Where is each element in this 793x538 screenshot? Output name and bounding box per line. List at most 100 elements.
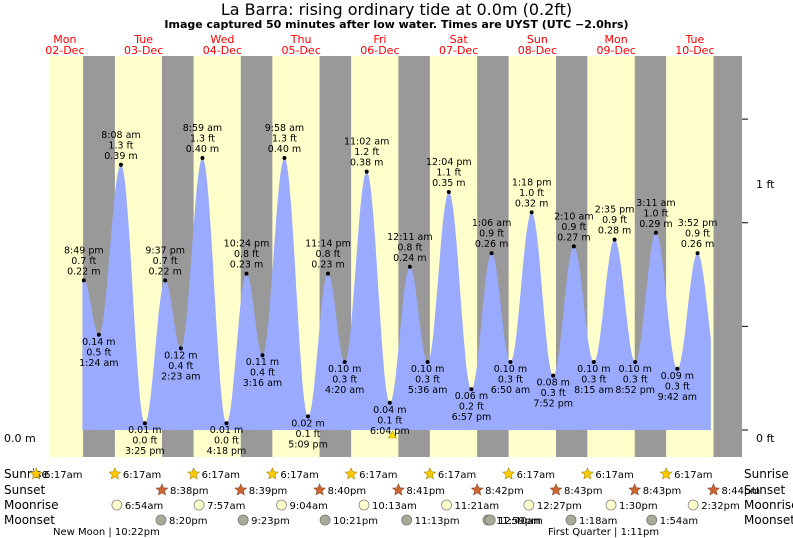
date-label: 10-Dec <box>675 44 714 57</box>
low-tide-label: 5:09 pm <box>288 439 328 450</box>
high-tide-dot <box>81 278 86 283</box>
high-tide-dot <box>612 237 617 242</box>
chart-title: La Barra: rising ordinary tide at 0.0m (… <box>220 0 573 19</box>
date-label: 08-Dec <box>518 44 557 57</box>
sunrise-time: 6:17am <box>517 470 555 481</box>
moonrise-icon <box>605 499 617 511</box>
high-tide-label: 0.27 m <box>557 232 590 243</box>
low-tide-label: 0.5 ft <box>86 347 111 358</box>
day-of-week-label: Tue <box>133 33 153 46</box>
high-tide-dot <box>325 271 330 276</box>
low-tide-dot <box>591 360 596 364</box>
now-marker <box>387 430 398 439</box>
row-label-right: Moonset <box>744 513 793 527</box>
low-tide-label: 5:36 am <box>408 385 447 396</box>
high-tide-label: 1.0 ft <box>643 208 668 219</box>
high-tide-label: 11:14 pm <box>305 239 351 250</box>
day-of-week-label: Wed <box>210 33 234 46</box>
moon-phase-label: New Moon | 10:22pm <box>53 527 160 538</box>
high-tide-label: 0.35 m <box>432 178 465 189</box>
sunrise-icon <box>265 467 279 480</box>
sunrise-time: 6:17am <box>202 470 240 481</box>
moonset-time: 1:18am <box>579 516 617 527</box>
tide-labels: 8:49 pm0.7 ft0.22 m0.14 m0.5 ft1:24 am8:… <box>64 123 717 457</box>
high-tide-label: 0.24 m <box>393 253 426 264</box>
high-tide-label: 1:18 pm <box>512 177 552 188</box>
low-tide-label: 0.10 m <box>328 364 361 375</box>
moonset-icon <box>484 514 496 526</box>
sunset-icon <box>549 483 563 496</box>
chart-subtitle: Image captured 50 minutes after low wate… <box>164 18 629 31</box>
high-tide-dot <box>118 162 123 167</box>
moonrise-time: 9:04am <box>290 501 328 512</box>
sunset-icon <box>155 483 169 496</box>
high-tide-label: 0.39 m <box>104 151 137 162</box>
sunset-time: 8:43pm <box>564 486 603 497</box>
date-label: 05-Dec <box>281 44 320 57</box>
low-tide-label: 0.1 ft <box>296 429 321 440</box>
sunrise-time: 6:17am <box>123 470 161 481</box>
sunrise-time: 6:17am <box>595 470 633 481</box>
tide-extreme-markers <box>81 156 700 439</box>
low-tide-label: 0.14 m <box>82 337 115 348</box>
low-tide-label: 6:50 am <box>491 385 530 396</box>
low-tide-label: 0.0 ft <box>214 436 239 447</box>
high-tide-dot <box>163 278 168 283</box>
high-tide-label: 1.3 ft <box>190 134 215 145</box>
high-tide-label: 1.1 ft <box>436 168 461 179</box>
moonrise-icon <box>193 499 205 511</box>
high-tide-label: 0.9 ft <box>561 222 586 233</box>
low-tide-dot <box>387 400 392 405</box>
moonset-icon <box>565 514 577 526</box>
moonrise-icon <box>687 499 699 511</box>
low-tide-label: 0.12 m <box>164 350 197 361</box>
high-tide-label: 0.8 ft <box>315 249 340 260</box>
high-tide-label: 9:58 am <box>265 123 304 134</box>
moon-phase-label: First Quarter | 1:11pm <box>548 527 659 538</box>
axis-labels: 0.0 m 0 ft 1 ft <box>4 178 775 445</box>
low-tide-dot <box>142 421 147 426</box>
high-tide-label: 0.40 m <box>186 144 219 155</box>
sunset-time: 8:44pm <box>722 486 761 497</box>
low-tide-dot <box>425 360 430 364</box>
sunset-time: 8:38pm <box>170 486 209 497</box>
low-tide-label: 8:52 pm <box>615 385 655 396</box>
moonrise-icon <box>276 499 287 511</box>
moonrise-icon <box>111 499 123 511</box>
right-axis-ticks <box>742 118 748 431</box>
high-tide-label: 0.7 ft <box>71 256 96 267</box>
sunrise-icon <box>502 467 516 480</box>
sunrise-icon <box>659 467 673 480</box>
low-tide-label: 9:42 am <box>658 392 697 403</box>
low-tide-label: 0.3 ft <box>623 375 648 386</box>
sunrise-time: 6:17am <box>438 470 476 481</box>
moonset-icon <box>319 514 331 526</box>
sunset-icon <box>470 483 484 496</box>
date-label: 04-Dec <box>203 44 242 57</box>
high-tide-label: 12:11 am <box>387 232 432 243</box>
low-tide-dot <box>306 414 311 419</box>
row-label-right: Moonrise <box>744 498 793 512</box>
row-label-left: Sunrise <box>4 467 49 481</box>
day-of-week-label: Mon <box>605 33 628 46</box>
high-tide-label: 0.23 m <box>230 260 263 271</box>
low-tide-dot <box>260 353 265 358</box>
high-tide-label: 2:35 pm <box>595 205 635 216</box>
tide-curve-area <box>82 158 711 430</box>
low-tide-dot <box>224 421 229 426</box>
low-tide-label: 4:18 pm <box>207 446 247 457</box>
sunrise-time: 6:17am <box>44 470 82 481</box>
high-tide-dot <box>695 251 700 256</box>
high-tide-label: 0.7 ft <box>153 256 178 267</box>
high-tide-label: 0.22 m <box>148 266 181 277</box>
low-tide-label: 7:52 pm <box>533 399 573 410</box>
high-tide-label: 3:11 am <box>636 198 675 209</box>
day-of-week-label: Thu <box>290 33 312 46</box>
moonset-icon <box>646 514 658 526</box>
low-tide-label: 0.4 ft <box>168 361 193 372</box>
low-tide-label: 0.04 m <box>373 405 406 416</box>
low-tide-label: 0.3 ft <box>498 375 523 386</box>
low-tide-label: 6:04 pm <box>370 426 410 437</box>
moonset-time: 11:13pm <box>415 516 460 527</box>
date-label: 02-Dec <box>45 44 84 57</box>
